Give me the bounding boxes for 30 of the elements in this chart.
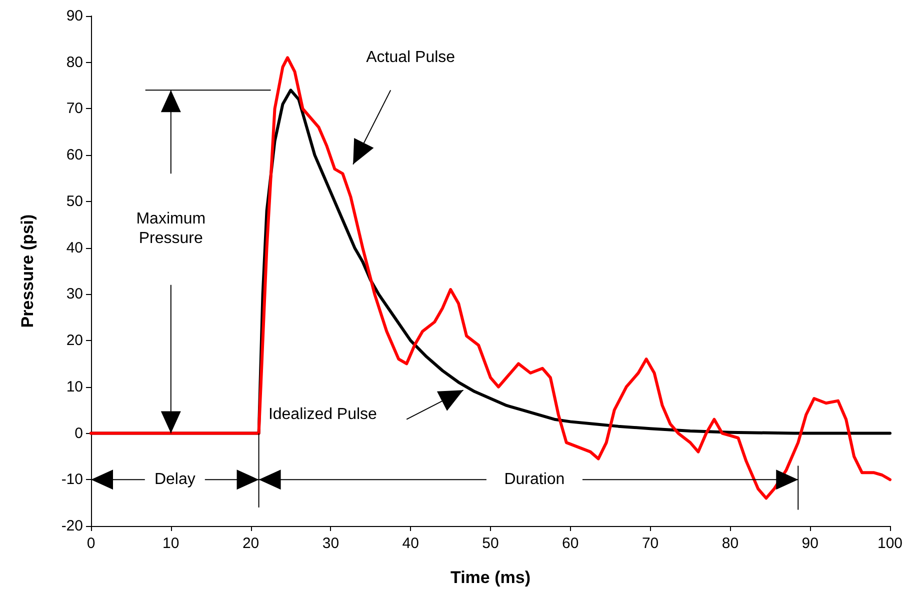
x-tick-label: 0	[86, 535, 96, 552]
x-tick-label: 10	[162, 535, 180, 552]
annotation: Idealized Pulse	[268, 406, 378, 423]
y-tick-label: 30	[66, 286, 83, 303]
y-tick-label: 90	[66, 8, 83, 24]
y-tick-label: 20	[66, 332, 83, 350]
x-tick-label: 40	[402, 535, 419, 552]
x-tick-label: 50	[482, 535, 499, 552]
y-tick-label: 80	[66, 54, 83, 71]
y-tick-label: 50	[66, 192, 83, 210]
annotation: Actual Pulse	[366, 48, 456, 66]
y-tick-label: 10	[66, 378, 83, 396]
x-axis-title: Time (ms)	[450, 568, 530, 587]
y-tick-label: -10	[61, 471, 83, 488]
x-tick-label: 100	[877, 535, 903, 552]
annotation: Maximum Pressure	[136, 210, 206, 248]
y-tick-label: 70	[66, 100, 83, 118]
annotation: Delay	[154, 470, 196, 488]
y-tick-label: 0	[74, 424, 83, 442]
y-axis-title: Pressure (psi)	[18, 214, 37, 328]
y-tick-label: 40	[66, 239, 83, 256]
x-tick-label: 70	[642, 535, 659, 552]
x-tick-label: 80	[722, 535, 739, 552]
y-tick-label: 60	[66, 146, 83, 164]
x-tick-label: 90	[802, 535, 818, 552]
annotation: Duration	[504, 470, 565, 488]
x-tick-label: 30	[322, 535, 340, 552]
x-tick-label: 60	[562, 535, 579, 552]
x-tick-label: 20	[242, 535, 260, 552]
y-tick-label: -20	[61, 518, 83, 534]
